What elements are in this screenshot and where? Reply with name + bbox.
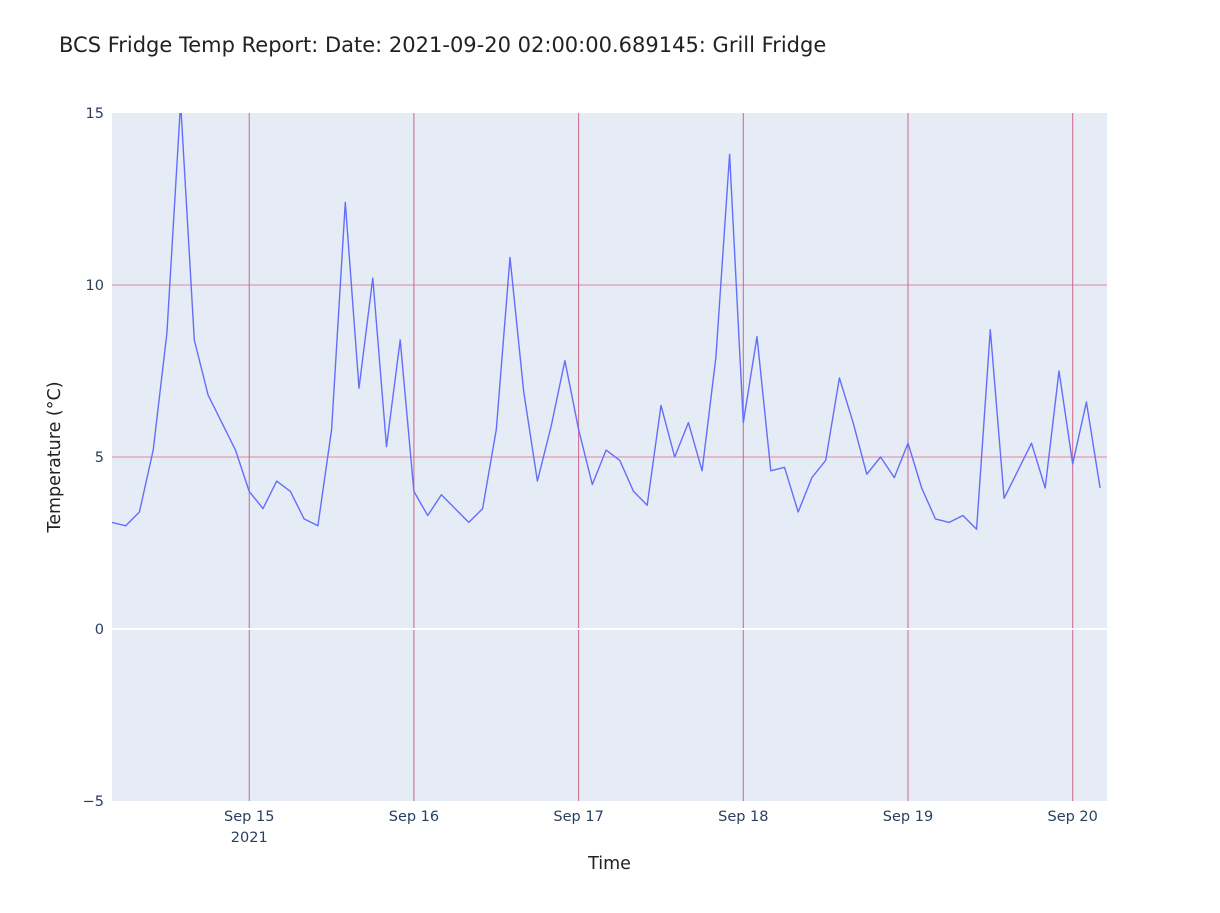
x-tick-label: Sep 19: [883, 809, 933, 825]
series-line: [112, 113, 1101, 530]
y-tick-labels: −5 0 5 10 15: [83, 106, 104, 810]
x-axis-title: Time: [587, 854, 631, 874]
y-axis-title: Temperature (°C): [45, 381, 65, 533]
x-tick-labels: Sep 15 2021 Sep 16 Sep 17 Sep 18 Sep 19 Sep 20: [224, 809, 1098, 846]
threshold-lines: [112, 284, 1107, 458]
x-tick-label: Sep 16: [389, 809, 439, 825]
series: [112, 113, 1101, 530]
x-tick-label: Sep 20: [1047, 809, 1097, 825]
x-tick-sublabel: 2021: [231, 830, 268, 846]
x-tick-label: Sep 18: [718, 809, 768, 825]
chart-title: BCS Fridge Temp Report: Date: 2021-09-20…: [59, 33, 827, 57]
x-tick-label: Sep 17: [553, 809, 603, 825]
y-tick-label: 10: [86, 278, 104, 294]
y-tick-label: 5: [95, 450, 104, 466]
day-marker-lines: [248, 113, 1074, 801]
x-tick-label: Sep 15: [224, 809, 274, 825]
y-tick-label: 0: [95, 622, 104, 638]
y-tick-label: 15: [86, 106, 104, 122]
y-tick-label: −5: [83, 794, 104, 810]
